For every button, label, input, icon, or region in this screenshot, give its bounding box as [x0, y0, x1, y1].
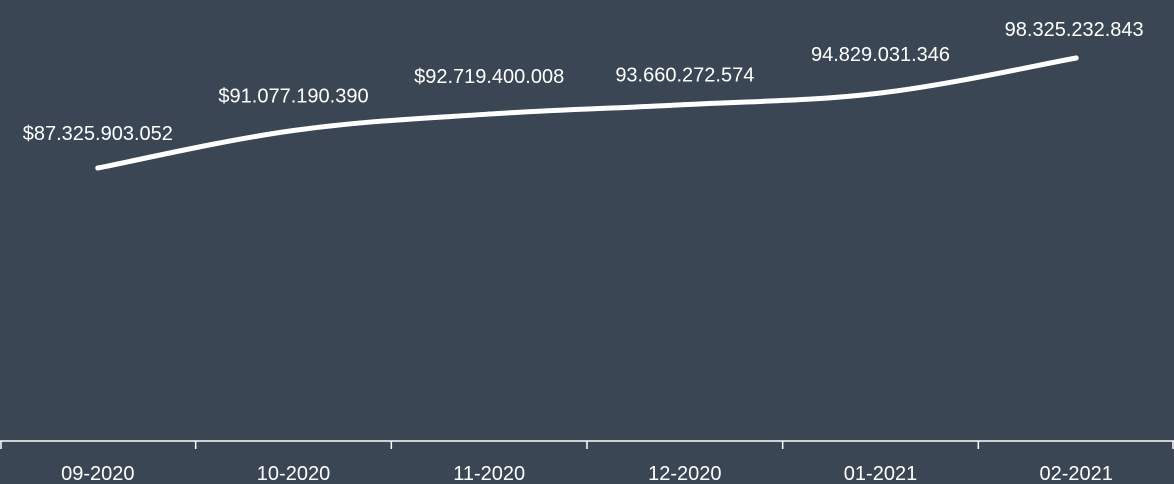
x-tick-label: 01-2021 — [844, 463, 917, 484]
series-line — [95, 55, 1079, 171]
x-tick-labels: 09-2020 10-2020 11-2020 12-2020 01-2021 02-20… — [61, 463, 1113, 484]
data-label: $87.325.903.052 — [23, 123, 173, 145]
data-point-10-2020 — [291, 127, 296, 133]
data-points — [95, 55, 1079, 171]
data-label: 93.660.272.574 — [615, 65, 754, 87]
data-label: $91.077.190.390 — [218, 85, 368, 107]
data-label: 98.325.232.843 — [1005, 19, 1144, 41]
x-tick-label: 09-2020 — [61, 463, 134, 484]
data-point-12-2020 — [682, 102, 688, 108]
x-tick-label: 10-2020 — [257, 463, 330, 484]
data-label: 94.829.031.346 — [811, 44, 950, 66]
data-label: $92.719.400.008 — [414, 66, 564, 88]
data-point-09-2020 — [95, 165, 101, 171]
data-point-02-2021 — [1073, 55, 1079, 61]
x-tick-label: 12-2020 — [648, 463, 721, 484]
data-point-11-2020 — [486, 111, 492, 117]
x-axis — [0, 440, 1174, 449]
data-point-01-2021 — [878, 90, 883, 96]
x-tick-label: 11-2020 — [453, 463, 525, 484]
data-labels: $87.325.903.052 $91.077.190.390 $92.719.40… — [23, 19, 1144, 145]
x-tick-label: 02-2021 — [1039, 463, 1112, 484]
